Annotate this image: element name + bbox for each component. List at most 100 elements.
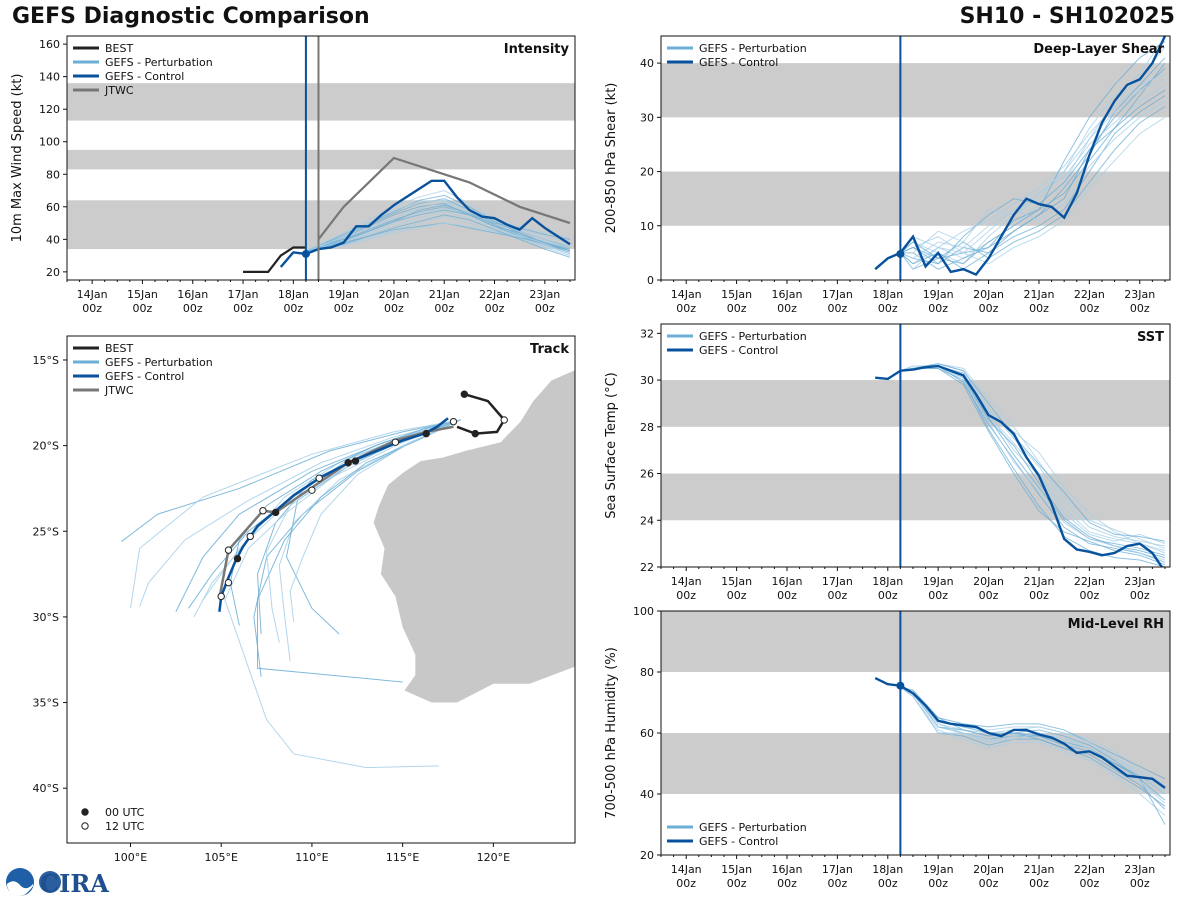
track-y-tick-label: 40°S: [33, 782, 59, 795]
rh-x-tick-day: 21Jan: [1023, 863, 1054, 876]
shear-y-axis-label: 200-850 hPa Shear (kt): [604, 83, 619, 234]
shear-threshold-band: [661, 63, 1170, 118]
intensity-threshold-band: [67, 83, 575, 121]
cira-globe-icon: [39, 871, 61, 893]
shear-perturbation-7: [899, 73, 1166, 254]
sst-x-tick-hour: 00z: [676, 589, 696, 602]
sst-y-tick-label: 30: [640, 374, 654, 387]
track-position-marker: [217, 592, 225, 601]
sst-x-tick-hour: 00z: [1079, 589, 1099, 602]
rh-x-tick-day: 16Jan: [772, 863, 803, 876]
intensity-x-tick-hour: 00z: [334, 302, 354, 315]
rh-y-axis-label: 700-500 hPa Humidity (%): [604, 647, 619, 819]
track-position-marker: [449, 417, 458, 426]
shear-x-tick-hour: 00z: [1130, 302, 1150, 315]
sst-x-tick-hour: 00z: [1130, 589, 1150, 602]
intensity-best-line: [243, 246, 306, 273]
intensity-x-tick-day: 14Jan: [77, 288, 108, 301]
sst-plot-area: [661, 324, 1170, 567]
track-position-marker: [271, 508, 280, 517]
intensity-perturbation-10: [305, 209, 571, 252]
intensity-x-tick-day: 18Jan: [278, 288, 309, 301]
sst-x-tick-day: 21Jan: [1023, 575, 1054, 588]
intensity-legend-label: BEST: [105, 42, 133, 55]
shear-x-tick-hour: 00z: [1079, 302, 1099, 315]
sst-x-tick-hour: 00z: [979, 589, 999, 602]
rh-x-tick-hour: 00z: [1079, 877, 1099, 890]
sst-x-tick-day: 16Jan: [772, 575, 803, 588]
rh-x-tick-day: 18Jan: [872, 863, 903, 876]
track-perturbation-1: [139, 419, 461, 607]
shear-x-tick-hour: 00z: [1029, 302, 1049, 315]
sst-x-tick-hour: 00z: [1029, 589, 1049, 602]
intensity-legend-label: GEFS - Control: [105, 70, 184, 83]
track-perturbation-15: [289, 419, 461, 623]
rh-x-tick-day: 22Jan: [1074, 863, 1105, 876]
cira-logo-text: CIRA: [40, 869, 109, 898]
shear-x-tick-hour: 00z: [928, 302, 948, 315]
sst-x-tick-hour: 00z: [827, 589, 847, 602]
rh-plot-area: [661, 611, 1170, 855]
intensity-perturbation-8: [305, 194, 571, 252]
noaa-wave-icon: [7, 881, 33, 896]
intensity-x-tick-hour: 00z: [535, 302, 555, 315]
shear-x-tick-day: 15Jan: [721, 288, 752, 301]
rh-x-tick-hour: 00z: [1130, 877, 1150, 890]
rh-control-line: [874, 677, 1166, 789]
shear-perturbation-2: [900, 95, 1166, 265]
track-position-marker: [500, 416, 508, 424]
intensity-control-marker: [301, 249, 310, 258]
track-perturbation-11: [130, 419, 461, 609]
rh-y-tick-label: 40: [640, 788, 654, 801]
marker-legend-label: 00 UTC: [105, 806, 145, 819]
rh-x-tick-hour: 00z: [827, 877, 847, 890]
sst-threshold-band: [661, 380, 1170, 427]
track-plot-area: [121, 370, 575, 769]
track-y-tick-label: 35°S: [33, 697, 59, 710]
sst-x-tick-day: 17Jan: [822, 575, 853, 588]
track-perturbation-12: [229, 419, 461, 626]
track-position-marker: [259, 507, 267, 515]
track-legend-label: GEFS - Perturbation: [105, 356, 213, 369]
rh-y-tick-label: 60: [640, 727, 654, 740]
sst-x-tick-day: 14Jan: [671, 575, 702, 588]
sst-control-line: [875, 364, 1164, 567]
rh-x-tick-hour: 00z: [928, 877, 948, 890]
shear-perturbation-9: [900, 100, 1166, 259]
intensity-y-tick-label: 120: [39, 103, 60, 116]
shear-perturbation-8: [900, 57, 1166, 270]
track-x-tick-label: 105°E: [204, 851, 237, 864]
sst-x-tick-hour: 00z: [777, 589, 797, 602]
track-x-tick-label: 115°E: [386, 851, 419, 864]
track-x-tick-label: 120°E: [477, 851, 510, 864]
shear-perturbation-13: [900, 78, 1166, 254]
intensity-legend-label: GEFS - Perturbation: [105, 56, 213, 69]
intensity-x-tick-hour: 00z: [283, 302, 303, 315]
rh-x-tick-hour: 00z: [676, 877, 696, 890]
track-position-marker: [344, 459, 352, 467]
marker-legend-symbol: [81, 822, 89, 830]
panel-sst: 14Jan00z15Jan00z16Jan00z17Jan00z18Jan00z…: [604, 323, 1171, 602]
shear-plot-area: [661, 36, 1170, 280]
shear-control-marker: [896, 249, 905, 258]
rh-x-tick-hour: 00z: [878, 877, 898, 890]
shear-y-tick-label: 10: [640, 220, 654, 233]
track-y-tick-label: 20°S: [33, 440, 59, 453]
rh-x-tick-hour: 00z: [777, 877, 797, 890]
shear-perturbation-10: [900, 89, 1166, 265]
rh-x-tick-day: 17Jan: [822, 863, 853, 876]
sst-x-tick-day: 23Jan: [1124, 575, 1155, 588]
intensity-x-tick-hour: 00z: [82, 302, 102, 315]
track-perturbation-0: [121, 419, 461, 542]
rh-y-tick-label: 100: [633, 605, 654, 618]
track-control: [218, 417, 449, 612]
page-title: GEFS Diagnostic Comparison: [12, 4, 370, 29]
cira-logo: CIRA: [6, 868, 109, 898]
rh-y-tick-label: 80: [640, 666, 654, 679]
rh-x-tick-hour: 00z: [727, 877, 747, 890]
sst-x-tick-day: 19Jan: [923, 575, 954, 588]
rh-threshold-band: [661, 611, 1170, 672]
panel-intensity: 14Jan00z15Jan00z16Jan00z17Jan00z18Jan00z…: [10, 35, 576, 315]
track-legend-label: GEFS - Control: [105, 370, 184, 383]
